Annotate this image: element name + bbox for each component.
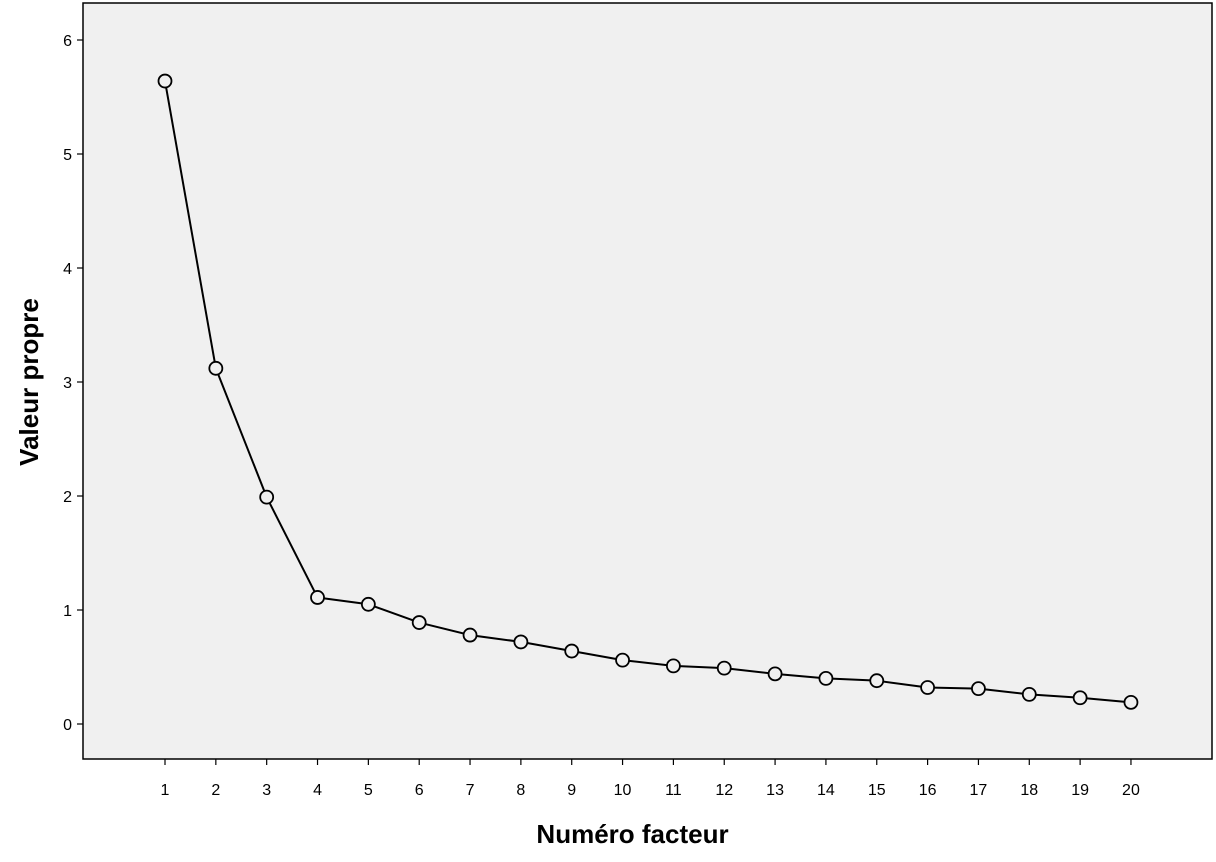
x-tick-label: 8 [516,782,525,799]
plot-area [82,2,1213,760]
y-tick-label: 6 [63,33,72,50]
x-tick-label: 5 [364,782,373,799]
data-point [920,680,935,695]
data-point [259,489,275,505]
series-line [164,80,1132,704]
data-point [360,596,376,612]
data-points [157,73,1139,710]
data-point [462,627,478,643]
data-point [310,590,325,605]
data-point [157,73,173,89]
y-tick-label: 5 [63,147,72,164]
data-point [1072,690,1088,706]
x-tick-label: 7 [466,782,475,799]
x-tick-label: 15 [868,782,886,799]
data-point [564,643,580,659]
y-tick-label: 3 [63,375,72,392]
data-point [208,360,224,376]
data-point [666,658,681,674]
x-tick-label: 6 [415,782,424,799]
x-tick-label: 14 [817,782,835,799]
data-point [615,652,630,668]
x-tick-label: 10 [614,782,632,799]
x-tick-label: 16 [919,782,937,799]
x-tick-label: 3 [262,782,271,799]
data-point [818,671,834,686]
data-point [869,673,885,689]
data-point [1123,694,1139,710]
y-tick-label: 1 [63,603,72,620]
x-tick-label: 13 [766,782,784,799]
x-tick-label: 4 [313,782,322,799]
data-point [767,666,783,682]
x-tick-label: 20 [1122,782,1140,799]
x-tick-label: 18 [1020,782,1038,799]
y-tick-label: 4 [63,261,72,278]
data-point [971,681,986,697]
x-tick-label: 17 [970,782,988,799]
x-tick-label: 2 [211,782,220,799]
data-point [411,615,427,630]
x-axis-ticks: 1 2 3 4 5 6 7 8 9 10 11 12 13 14 15 16 17 18 19 20 [161,759,1140,799]
x-tick-label: 9 [567,782,576,799]
y-tick-label: 0 [63,717,72,734]
x-tick-label: 1 [161,782,170,799]
y-axis-ticks: 0 1 2 3 4 5 6 [63,33,83,734]
y-tick-label: 2 [63,489,72,506]
y-axis-title: Valeur propre [14,298,44,466]
data-point [1021,686,1037,702]
x-tick-label: 12 [715,782,733,799]
x-axis-title: Numéro facteur [536,819,728,849]
data-point [716,660,732,676]
data-point [513,634,529,650]
x-tick-label: 11 [665,782,682,799]
x-tick-label: 19 [1071,782,1089,799]
